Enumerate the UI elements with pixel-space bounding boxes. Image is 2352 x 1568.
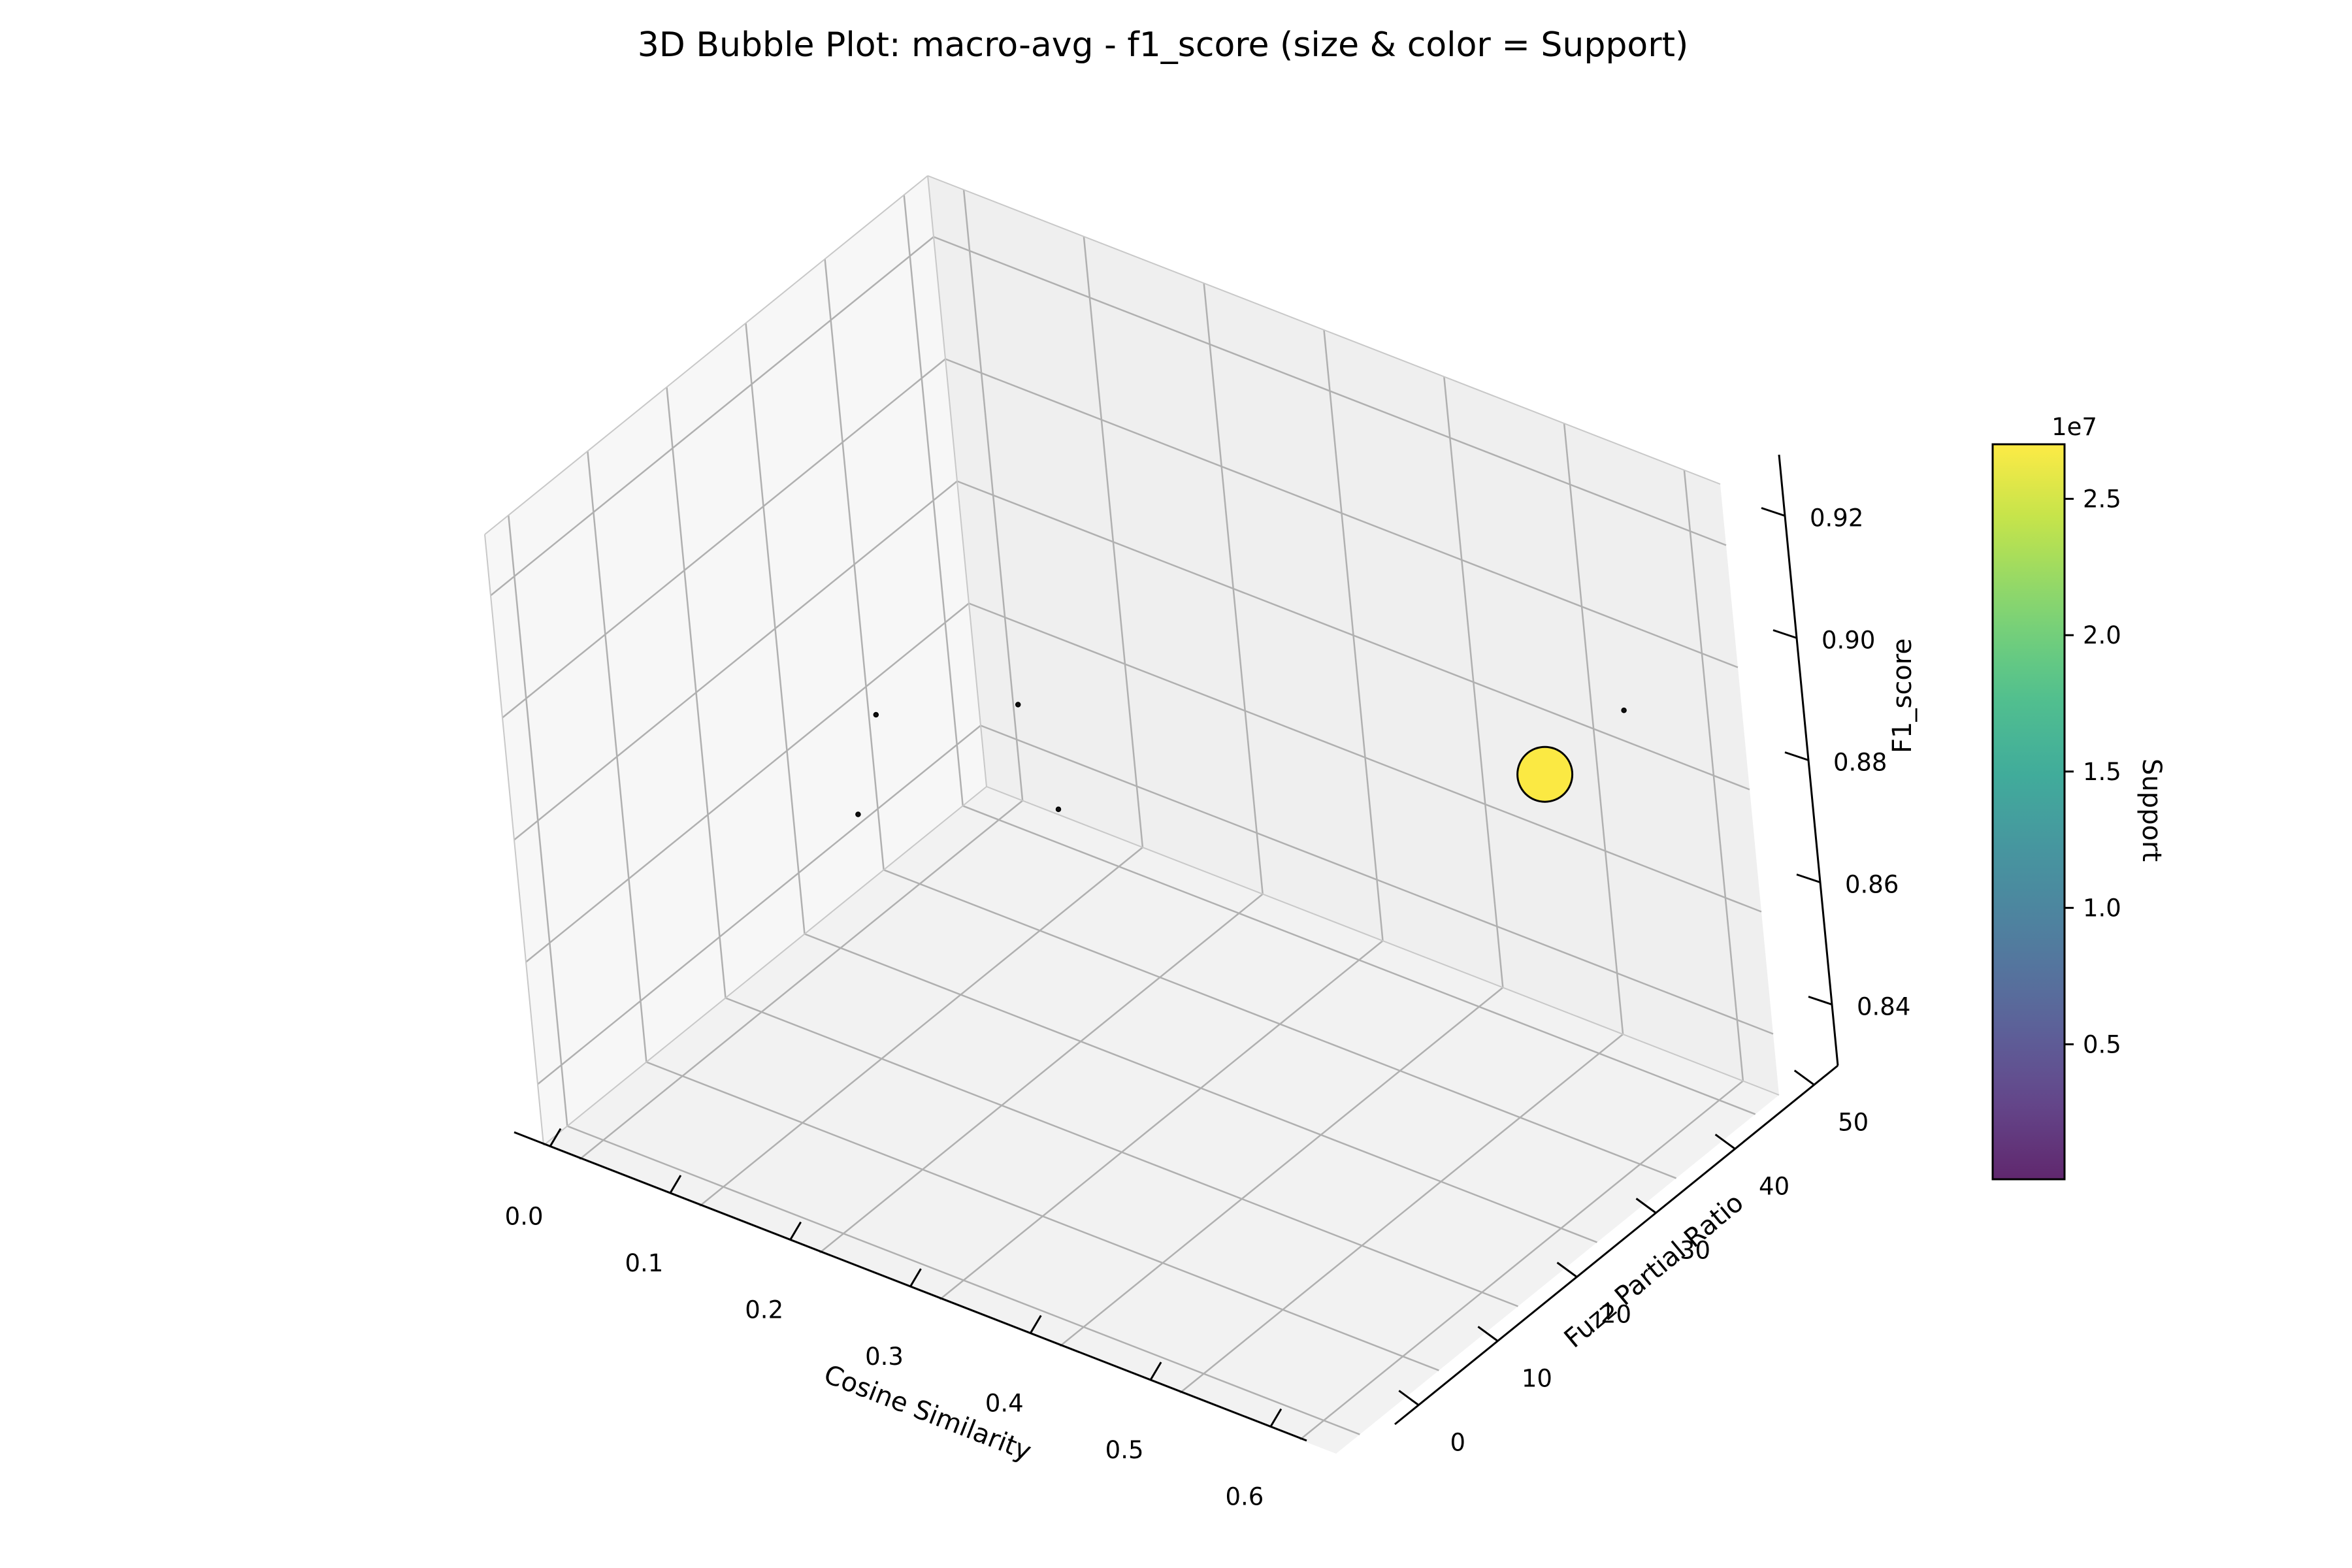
y-tick-mark xyxy=(1635,1198,1657,1214)
z-tick-label: 0.90 xyxy=(1821,627,1875,655)
y-tick-label: 40 xyxy=(1759,1172,1789,1200)
z-axis-label: F1_score xyxy=(1887,638,1918,753)
x-gridline-floor xyxy=(819,893,1264,1254)
colorbar-offset-label: 1e7 xyxy=(2051,413,2097,441)
z-tick-label: 0.84 xyxy=(1857,993,1910,1021)
x-tick-label: 0.5 xyxy=(1105,1436,1144,1464)
y-tick-mark xyxy=(1556,1262,1578,1278)
pane-edge xyxy=(543,786,987,1146)
y-tick-mark xyxy=(1398,1390,1420,1406)
x-tick-mark xyxy=(1030,1315,1042,1334)
x-tick-label: 0.1 xyxy=(625,1249,663,1277)
x-tick-mark xyxy=(669,1175,682,1194)
z-gridline-left xyxy=(514,480,958,841)
y-axis-line xyxy=(1394,1064,1838,1426)
z-tick-mark xyxy=(1784,751,1809,761)
x-tick-mark xyxy=(1269,1408,1282,1428)
x-tick-mark xyxy=(1149,1362,1162,1380)
bubble-point xyxy=(855,811,861,817)
colorbar-tick-label: 0.5 xyxy=(2083,1030,2121,1058)
pane-edge xyxy=(927,175,1721,485)
z-tick-mark xyxy=(1772,629,1797,639)
z-gridline-left xyxy=(490,236,934,596)
x-tick-mark xyxy=(909,1268,922,1287)
y-gridline-floor xyxy=(566,1125,1360,1435)
z-gridline-left xyxy=(537,725,981,1085)
x-gridline-floor xyxy=(939,940,1384,1300)
colorbar-tick-label: 1.5 xyxy=(2083,758,2121,786)
colorbar-tick-label: 1.0 xyxy=(2083,894,2121,923)
y-tick-mark xyxy=(1793,1070,1815,1086)
z-tick-label: 0.86 xyxy=(1845,871,1899,899)
colorbar-bar xyxy=(1991,443,2066,1181)
colorbar-tick-label: 2.0 xyxy=(2083,621,2121,649)
pane-edge xyxy=(986,786,1780,1096)
y-tick-label: 20 xyxy=(1601,1301,1631,1329)
x-gridline-floor xyxy=(699,847,1143,1207)
z-tick-mark xyxy=(1761,507,1786,517)
z-tick-mark xyxy=(1808,996,1833,1005)
x-gridline-floor xyxy=(1059,987,1504,1347)
pane-edge xyxy=(484,534,544,1146)
y-gridline-floor xyxy=(883,869,1677,1179)
colorbar-tick-label: 2.5 xyxy=(2083,485,2121,514)
x-gridline-floor xyxy=(1179,1034,1624,1394)
pane-edge xyxy=(927,175,987,787)
y-tick-mark xyxy=(1714,1134,1736,1150)
z-tick-label: 0.92 xyxy=(1810,504,1863,532)
y-gridline-floor xyxy=(645,1061,1439,1371)
bubble-point xyxy=(1516,745,1574,803)
chart-title: 3D Bubble Plot: macro-avg - f1_score (si… xyxy=(638,25,1689,65)
x-tick-label: 0.6 xyxy=(1225,1483,1264,1511)
pane-edge xyxy=(484,175,928,535)
z-gridline-back xyxy=(933,236,1727,546)
y-gridline-floor xyxy=(804,933,1597,1243)
x-tick-label: 0.2 xyxy=(745,1296,783,1324)
x-tick-label: 0.3 xyxy=(865,1343,904,1371)
bubble-point xyxy=(1621,707,1627,713)
bubble-point xyxy=(1015,702,1021,708)
x-tick-label: 0.0 xyxy=(505,1203,544,1231)
z-gridline-left xyxy=(502,358,946,719)
y-tick-label: 0 xyxy=(1450,1429,1466,1457)
z-tick-mark xyxy=(1796,874,1821,883)
colorbar: 0.5 1.0 1.5 2.0 2.5 1e7 Support xyxy=(1991,413,2166,1181)
y-gridline-floor xyxy=(725,997,1518,1307)
x-tick-mark xyxy=(789,1221,802,1241)
z-gridline-left xyxy=(525,602,970,963)
colorbar-label: Support xyxy=(2136,759,2166,862)
z-tick-label: 0.88 xyxy=(1833,749,1887,777)
x-tick-mark xyxy=(549,1128,562,1147)
y-gridline-floor xyxy=(962,805,1756,1115)
z-gridline-back xyxy=(956,480,1750,791)
y-tick-label: 50 xyxy=(1838,1108,1869,1136)
bubble-point xyxy=(1055,806,1062,812)
z-gridline-back xyxy=(980,725,1774,1035)
axes-3d: 0.0 0.1 0.2 0.3 0.4 0.5 0.6 0 10 20 30 40 50 0.84 0.86… xyxy=(484,175,1918,1511)
x-tick-label: 0.4 xyxy=(985,1390,1024,1418)
x-gridline-floor xyxy=(579,800,1023,1160)
z-gridline-back xyxy=(945,358,1739,668)
y-tick-label: 30 xyxy=(1680,1237,1710,1265)
bubble-point xyxy=(873,711,879,718)
z-gridline-back xyxy=(968,602,1762,913)
y-tick-mark xyxy=(1477,1326,1499,1342)
y-tick-label: 10 xyxy=(1522,1365,1552,1393)
x-gridline-floor xyxy=(1299,1080,1744,1441)
